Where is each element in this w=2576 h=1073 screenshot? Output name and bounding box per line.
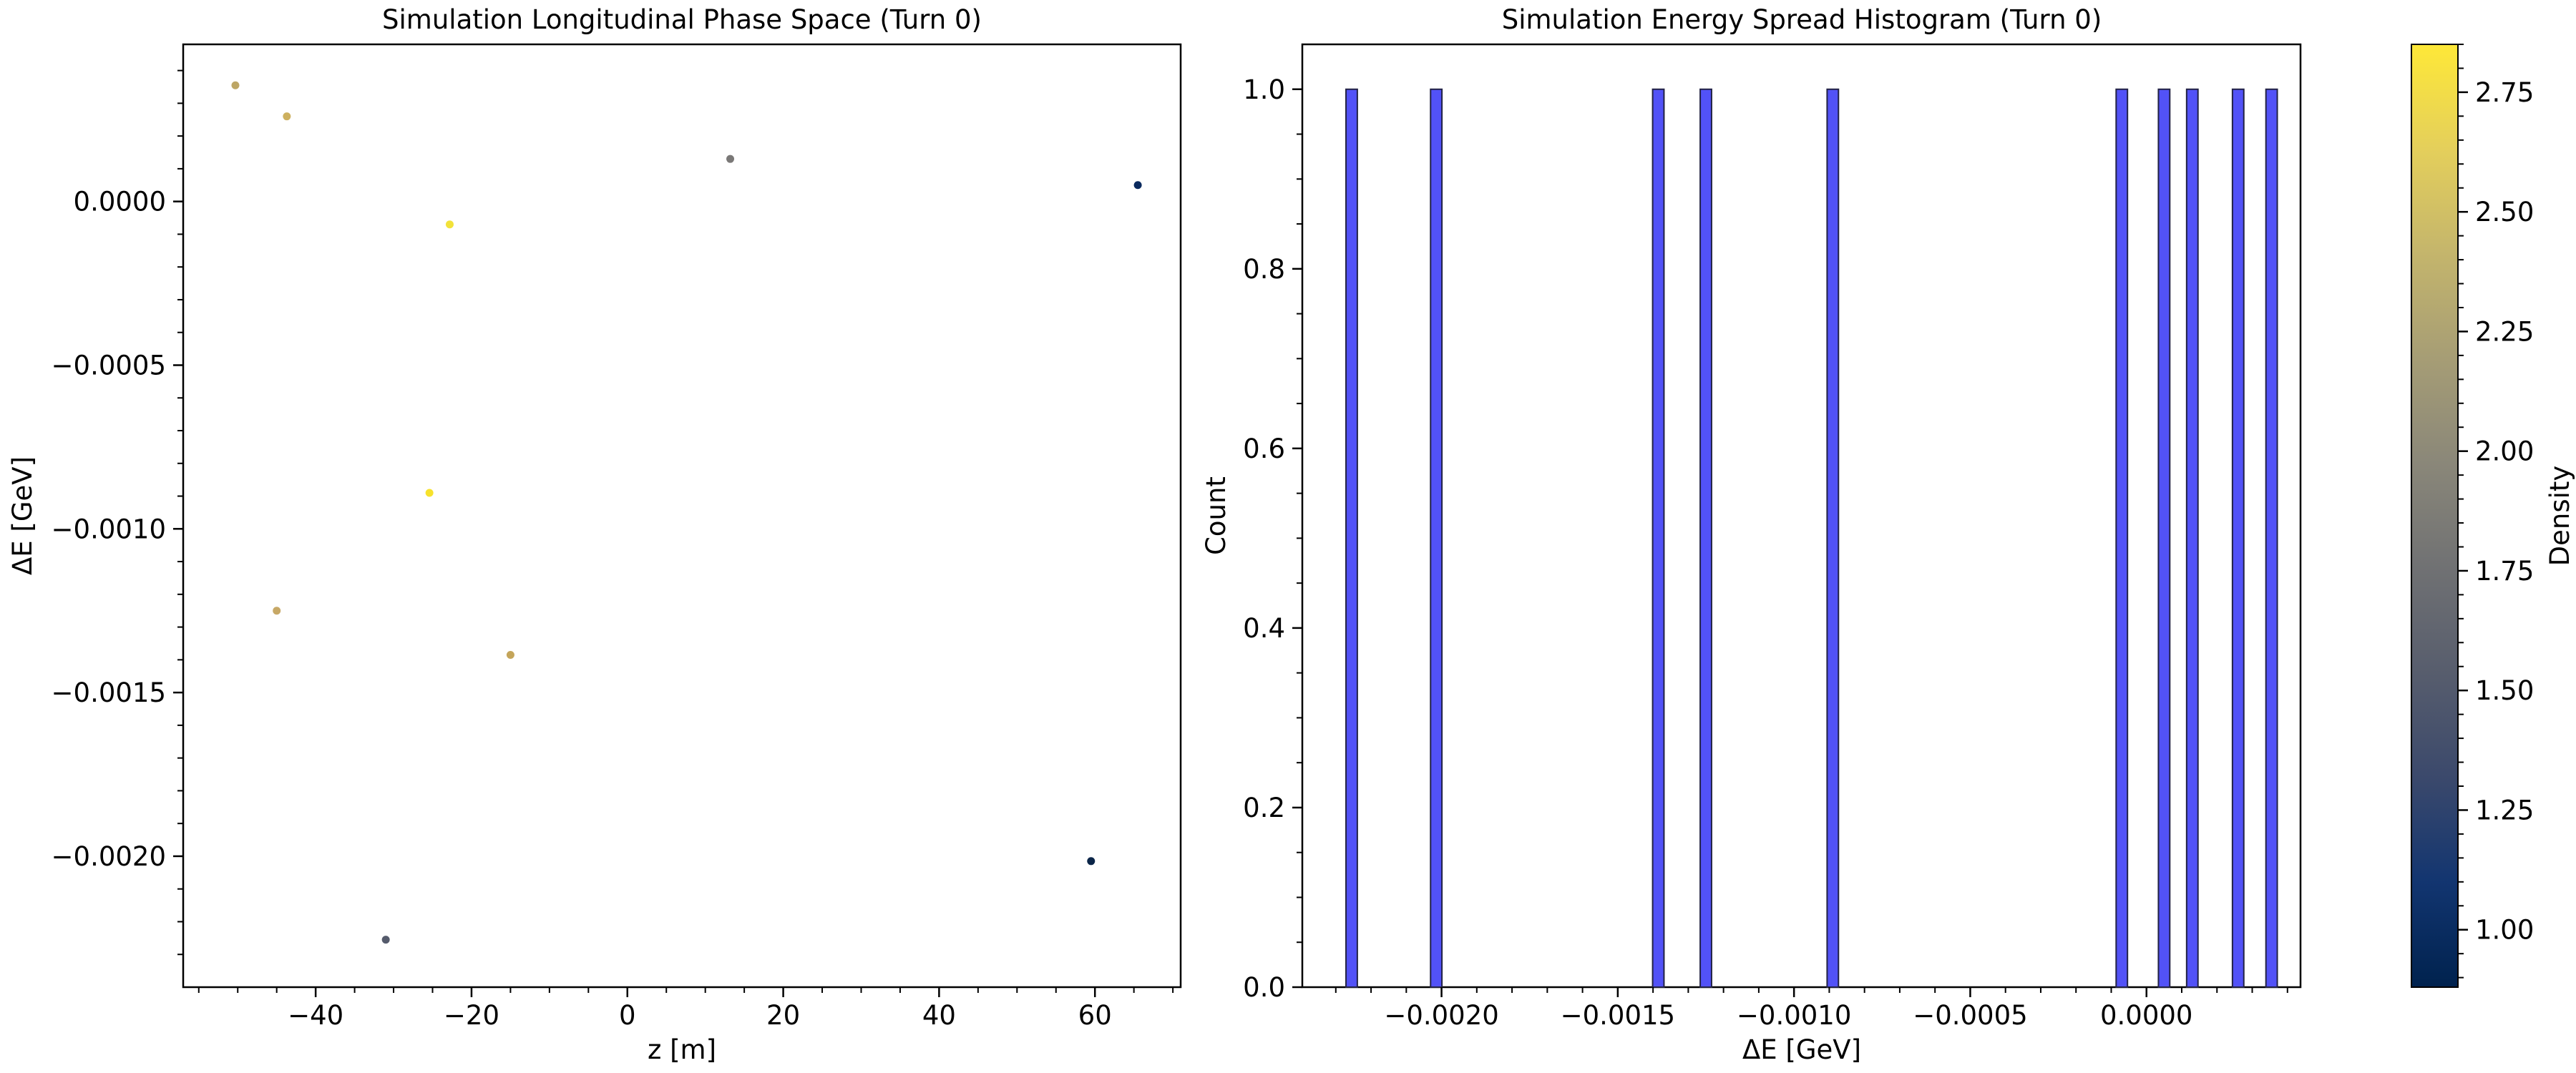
x-tick-label: −0.0020: [1384, 1000, 1498, 1031]
scatter-point: [283, 112, 291, 121]
y-tick-label: 0.6: [1243, 433, 1285, 464]
phase-space-frame: [182, 43, 1182, 989]
scatter-point: [381, 936, 390, 944]
x-tick-label: 20: [766, 1000, 800, 1031]
y-tick-label: −0.0010: [52, 514, 166, 544]
x-tick-label: −0.0005: [1913, 1000, 2027, 1031]
histogram-bar: [1826, 88, 1840, 988]
phase-space-title: Simulation Longitudinal Phase Space (Tur…: [382, 4, 982, 35]
histogram-bars: [1345, 88, 2278, 988]
y-tick-label: 0.8: [1243, 254, 1285, 285]
y-tick-label: 0.4: [1243, 613, 1285, 644]
x-tick-label: −0.0015: [1561, 1000, 1675, 1031]
colorbar-tick-label: 1.75: [2475, 556, 2534, 587]
colorbar-tick-label: 1.50: [2475, 675, 2534, 706]
colorbar-tick-label: 1.00: [2475, 915, 2534, 946]
x-tick-label: −20: [444, 1000, 499, 1031]
x-tick-label: −40: [288, 1000, 343, 1031]
scatter-point: [231, 81, 240, 89]
histogram-bar: [2185, 88, 2199, 988]
colorbar-gradient: [2411, 44, 2459, 988]
scatter-point: [1133, 181, 1142, 190]
phase-space-x-ticks: −40 −20 0 20 40 60: [197, 987, 1174, 1031]
scatter-point: [273, 607, 281, 615]
histogram-bar: [2231, 88, 2245, 988]
histogram-bar: [2265, 88, 2278, 988]
y-tick-label: −0.0015: [52, 677, 166, 708]
y-tick-label: 0.0: [1243, 972, 1285, 1003]
y-tick-label: −0.0020: [52, 841, 166, 872]
histogram-bar: [1699, 88, 1712, 988]
scatter-point: [1087, 857, 1096, 866]
colorbar-tick-label: 2.25: [2475, 316, 2534, 347]
histogram-x-ticks: −0.0020 −0.0015 −0.0010 −0.0005 0.0000: [1335, 987, 2288, 1031]
x-tick-label: −0.0010: [1737, 1000, 1851, 1031]
scatter-point: [445, 220, 454, 229]
colorbar: 1.00 1.25 1.50 1.75 2.00 2.25 2.50 2.75 Density: [2411, 44, 2575, 988]
y-tick-label: 0.2: [1243, 793, 1285, 823]
x-tick-label: 60: [1078, 1000, 1112, 1031]
histogram-bar: [1652, 88, 1665, 988]
colorbar-tick-label: 1.25: [2475, 795, 2534, 825]
colorbar-tick-label: 2.50: [2475, 197, 2534, 227]
colorbar-tick-label: 2.00: [2475, 436, 2534, 467]
y-tick-label: −0.0005: [52, 350, 166, 381]
x-tick-label: 0: [619, 1000, 636, 1031]
phase-space-points: [231, 81, 1142, 944]
x-tick-label: 40: [922, 1000, 956, 1031]
colorbar-tick-label: 2.75: [2475, 77, 2534, 108]
x-tick-label: 0.0000: [2100, 1000, 2192, 1031]
colorbar-ticks: 1.00 1.25 1.50 1.75 2.00 2.25 2.50 2.75: [2458, 44, 2534, 979]
phase-space-y-ticks: 0.0000 −0.0005 −0.0010 −0.0015 −0.0020: [52, 69, 183, 956]
scatter-point: [726, 155, 735, 163]
histogram-panel: Simulation Energy Spread Histogram (Turn…: [1201, 4, 2302, 1065]
histogram-bar: [2157, 88, 2171, 988]
histogram-frame: [1301, 43, 2302, 989]
scatter-point: [425, 489, 434, 497]
histogram-bar: [2115, 88, 2129, 988]
histogram-x-label: ΔE [GeV]: [1742, 1034, 1861, 1065]
y-tick-label: 0.0000: [74, 187, 166, 217]
histogram-y-ticks: 0.0 0.2 0.4 0.6 0.8 1.0: [1243, 74, 1302, 1003]
phase-space-y-label: ΔE [GeV]: [7, 456, 38, 575]
histogram-y-label: Count: [1201, 476, 1231, 555]
phase-space-x-label: z [m]: [648, 1034, 716, 1065]
y-tick-label: 1.0: [1243, 74, 1285, 105]
histogram-bar: [1345, 88, 1358, 988]
colorbar-label: Density: [2545, 466, 2575, 567]
scatter-point: [506, 650, 514, 659]
phase-space-panel: Simulation Longitudinal Phase Space (Tur…: [7, 4, 1182, 1065]
histogram-bar: [1430, 88, 1443, 988]
histogram-title: Simulation Energy Spread Histogram (Turn…: [1502, 4, 2102, 35]
